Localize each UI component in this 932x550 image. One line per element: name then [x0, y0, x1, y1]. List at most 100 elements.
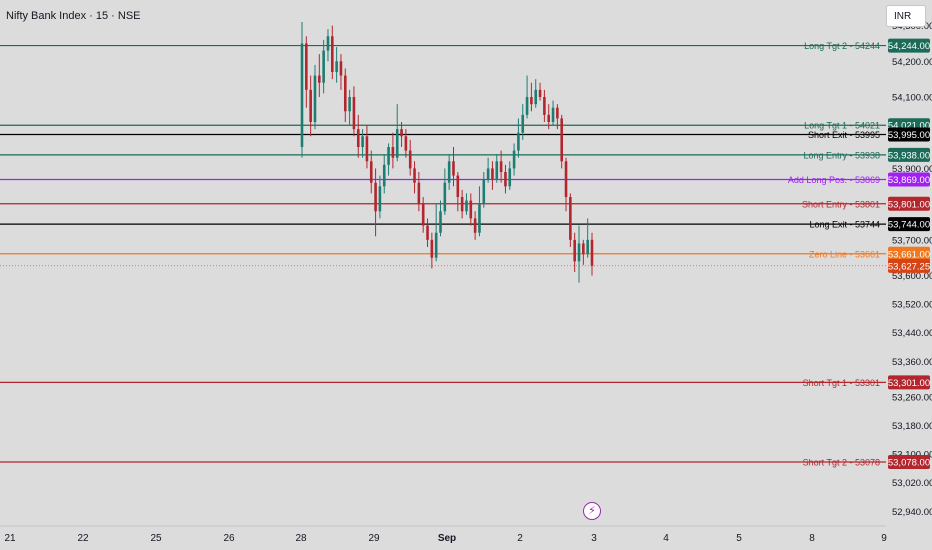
candle-body: [508, 168, 511, 186]
candle-body: [513, 151, 516, 169]
candle-body: [500, 161, 503, 172]
y-tick-label: 54,200.00: [892, 57, 932, 68]
candle-body: [547, 115, 550, 122]
candle-body: [400, 129, 403, 136]
candle-body: [431, 240, 434, 258]
candle-body: [591, 240, 594, 266]
candle-body: [539, 90, 542, 97]
candle-body: [383, 165, 386, 186]
price-badge-label: 53,938.00: [888, 150, 930, 161]
x-tick-label: 29: [368, 533, 380, 544]
candle-body: [418, 183, 421, 204]
last-price-badge-label: 53,627.25: [888, 261, 930, 272]
candle-body: [379, 186, 382, 211]
candle-body: [534, 90, 537, 104]
candle-body: [495, 161, 498, 179]
candle-body: [573, 240, 576, 261]
candle-body: [521, 115, 524, 133]
candle-body: [465, 201, 468, 212]
candle-body: [470, 201, 473, 219]
x-tick-label: 5: [736, 533, 742, 544]
candle-body: [392, 147, 395, 158]
candle-body: [452, 161, 455, 175]
candle-body: [586, 240, 589, 254]
candle-body: [305, 43, 308, 89]
level-label: Short Tgt 1 - 53301: [803, 378, 880, 388]
candle-body: [409, 151, 412, 169]
candle-body: [344, 76, 347, 112]
candle-body: [560, 118, 563, 161]
candle-body: [482, 179, 485, 204]
x-tick-label: 25: [150, 533, 162, 544]
candle-body: [552, 108, 555, 122]
level-label: Add Long Pos. - 53869: [788, 175, 880, 185]
candle-body: [318, 76, 321, 83]
candle-body: [366, 136, 369, 161]
level-label: Short Entry - 53801: [802, 199, 880, 209]
x-tick-label: 3: [591, 533, 597, 544]
candle-body: [504, 172, 507, 186]
candle-body: [530, 97, 533, 104]
candle-body: [478, 204, 481, 233]
x-tick-label: 28: [295, 533, 307, 544]
candle-body: [457, 176, 460, 197]
lightning-icon[interactable]: ⚡: [583, 502, 601, 520]
candle-body: [340, 61, 343, 75]
symbol-title: Nifty Bank Index · 15 · NSE: [6, 10, 141, 22]
candle-body: [439, 211, 442, 232]
candle-body: [322, 51, 325, 83]
y-tick-label: 53,180.00: [892, 421, 932, 432]
candle-body: [353, 97, 356, 129]
y-tick-label: 52,940.00: [892, 507, 932, 518]
candle-body: [565, 161, 568, 197]
y-tick-label: 54,100.00: [892, 93, 932, 104]
level-label: Long Entry - 53938: [803, 150, 880, 160]
candle-body: [314, 76, 317, 122]
price-badge-label: 53,995.00: [888, 130, 930, 141]
y-tick-label: 53,260.00: [892, 393, 932, 404]
candle-body: [422, 204, 425, 225]
y-tick-label: 53,520.00: [892, 300, 932, 311]
price-badge-label: 53,301.00: [888, 378, 930, 389]
candle-body: [361, 136, 364, 147]
candle-body: [357, 129, 360, 147]
candle-body: [374, 183, 377, 212]
price-badge-label: 54,244.00: [888, 41, 930, 52]
x-tick-label: Sep: [438, 533, 456, 544]
candle-body: [413, 168, 416, 182]
candle-body: [474, 218, 477, 232]
candle-body: [487, 168, 490, 179]
candle-body: [331, 36, 334, 72]
candle-body: [569, 197, 572, 240]
x-tick-label: 22: [77, 533, 89, 544]
candle-body: [348, 97, 351, 111]
candle-body: [426, 226, 429, 240]
candle-body: [461, 197, 464, 211]
candle-body: [435, 233, 438, 258]
candle-body: [582, 243, 585, 254]
candle-body: [491, 168, 494, 179]
candle-body: [526, 97, 529, 115]
x-tick-label: 26: [223, 533, 235, 544]
candle-body: [387, 147, 390, 165]
y-tick-label: 53,360.00: [892, 357, 932, 368]
x-tick-label: 21: [4, 533, 16, 544]
price-badge-label: 53,078.00: [888, 458, 930, 469]
candle-body: [517, 133, 520, 151]
currency-button[interactable]: INR: [886, 5, 926, 27]
level-label: Long Exit - 53744: [809, 220, 880, 230]
candle-body: [556, 108, 559, 119]
level-label: Short Tgt 2 - 53078: [803, 458, 880, 468]
candle-body: [396, 129, 399, 158]
x-tick-label: 4: [663, 533, 669, 544]
y-tick-label: 53,440.00: [892, 328, 932, 339]
candle-body: [543, 97, 546, 115]
candle-body: [444, 183, 447, 212]
y-tick-label: 53,020.00: [892, 478, 932, 489]
y-tick-label: 53,700.00: [892, 235, 932, 246]
level-label: Short Exit - 53995: [808, 130, 880, 140]
candle-body: [405, 136, 408, 150]
x-tick-label: 9: [881, 533, 887, 544]
